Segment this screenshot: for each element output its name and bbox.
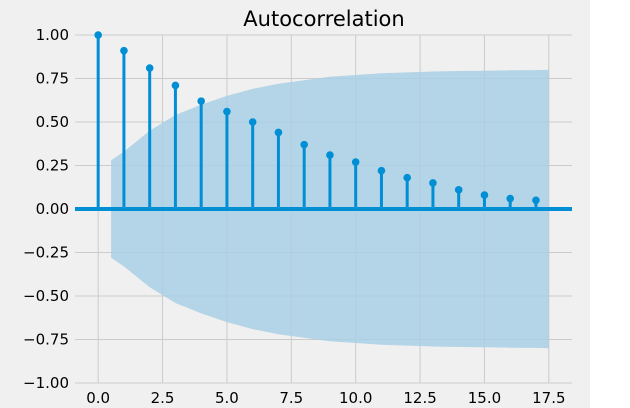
y-tick-label: −0.25: [23, 244, 69, 262]
tick-labels: 1.00 0.75 0.50 0.25 0.00 −0.25 −0.50 −0.75 −1.00…: [23, 26, 565, 407]
acf-point: [94, 31, 102, 39]
figure-right-margin: [590, 0, 630, 408]
x-tick-label: 12.5: [403, 389, 436, 407]
stem-layer: [94, 31, 540, 209]
y-tick-label: −0.50: [23, 287, 69, 305]
acf-point: [351, 158, 360, 166]
chart-title: Autocorrelation: [243, 7, 404, 31]
acf-point: [300, 140, 308, 149]
y-tick-label: 0.00: [36, 200, 69, 218]
x-tick-label: 17.5: [532, 389, 565, 407]
acf-point: [429, 179, 437, 187]
x-tick-label: 7.5: [279, 389, 303, 407]
y-tick-label: 0.25: [36, 157, 69, 175]
x-tick-label: 0.0: [86, 389, 110, 407]
acf-point: [120, 46, 128, 55]
acf-point: [480, 191, 489, 199]
y-tick-label: −0.75: [23, 331, 69, 349]
acf-point: [403, 173, 411, 182]
y-tick-label: −1.00: [23, 374, 69, 392]
acf-point: [377, 166, 386, 175]
x-tick-label: 15.0: [468, 389, 501, 407]
acf-point: [274, 128, 283, 137]
acf-point: [532, 196, 540, 205]
y-tick-label: 0.50: [36, 113, 69, 131]
acf-point: [197, 97, 205, 105]
acf-point: [171, 81, 180, 90]
y-tick-label: 1.00: [36, 26, 69, 44]
x-tick-label: 2.5: [151, 389, 175, 407]
x-tick-label: 10.0: [339, 389, 372, 407]
acf-point: [248, 118, 257, 126]
x-tick-label: 5.0: [215, 389, 239, 407]
y-tick-label: 0.75: [36, 70, 69, 88]
acf-point: [506, 194, 514, 203]
acf-point: [326, 151, 334, 159]
acf-point: [223, 107, 231, 116]
acf-point: [145, 64, 154, 72]
acf-point: [454, 186, 463, 194]
